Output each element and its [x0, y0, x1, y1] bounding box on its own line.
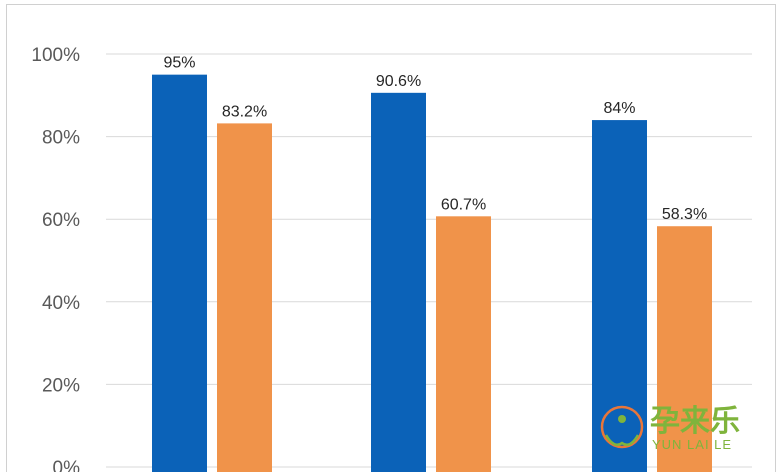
y-tick-label: 40%	[42, 293, 80, 314]
y-tick-label: 100%	[31, 45, 80, 66]
bar	[657, 226, 712, 472]
bar-value-label: 90.6%	[376, 73, 421, 90]
bar-value-label: 58.3%	[662, 206, 707, 223]
logo-ring-icon	[600, 405, 644, 449]
chart-frame	[6, 4, 776, 472]
logo-dot-icon	[618, 415, 626, 423]
bar-value-label: 95%	[163, 55, 195, 72]
bar	[217, 123, 272, 472]
y-tick-label: 20%	[42, 375, 80, 396]
bar	[436, 216, 491, 472]
y-tick-label: 60%	[42, 210, 80, 231]
grid-lines	[106, 53, 752, 468]
bar	[371, 92, 426, 472]
bar-value-label: 84%	[603, 100, 635, 117]
logo-hands-icon	[604, 434, 640, 446]
watermark-english: YUN LAI LE	[652, 437, 732, 452]
bar-value-label: 60.7%	[441, 196, 486, 213]
y-tick-label: 0%	[53, 458, 81, 472]
bar	[152, 74, 207, 472]
y-tick-label: 80%	[42, 128, 80, 149]
y-axis: 0% 20% 40% 60% 80% 100%	[31, 45, 80, 472]
bar-value-label: 83.2%	[222, 103, 267, 120]
bars	[152, 74, 712, 472]
watermark-logo: 孕来乐 YUN LAI LE	[600, 405, 740, 452]
watermark-chinese: 孕来乐	[650, 405, 740, 438]
data-labels: 95% 90.6% 84% 83.2% 60.7% 58.3%	[163, 55, 707, 224]
